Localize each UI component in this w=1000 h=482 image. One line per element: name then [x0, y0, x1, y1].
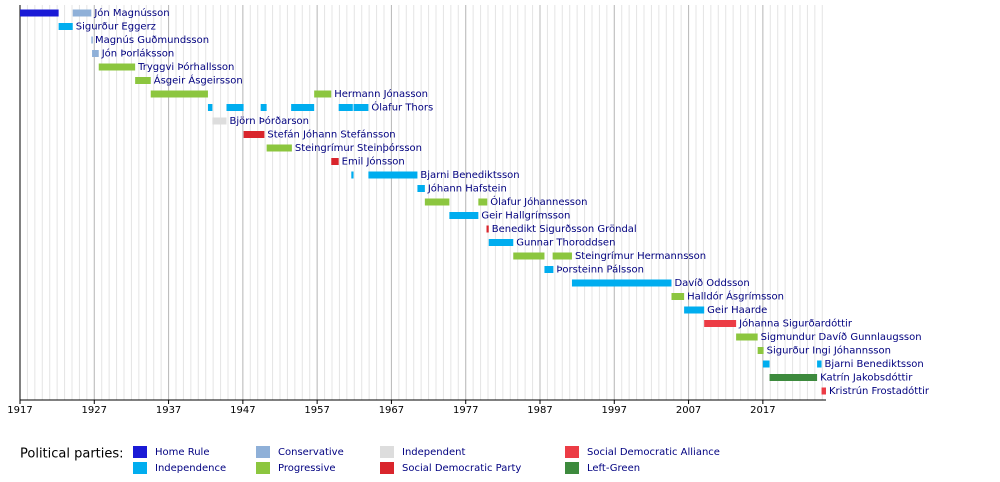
term-bar: [338, 104, 353, 111]
term-bar: [331, 158, 339, 165]
legend-title: Political parties:: [20, 447, 124, 462]
term-bar: [817, 360, 822, 368]
legend-swatch: [256, 462, 270, 474]
term-bar: [417, 185, 425, 192]
pm-name: Bjarni Benediktsson: [420, 170, 519, 181]
pm-name: Björn Þórðarson: [230, 115, 310, 127]
x-tick-label: 1967: [379, 405, 404, 416]
term-bar: [91, 36, 93, 44]
term-bar: [260, 104, 267, 111]
x-tick-label: 2007: [676, 405, 701, 416]
legend-swatch: [133, 446, 147, 458]
x-tick-label: 1927: [82, 405, 107, 416]
term-bar: [226, 104, 244, 111]
x-tick-label: 1917: [7, 405, 32, 416]
pm-name: Davíð Oddsson: [674, 277, 749, 289]
term-bar: [353, 104, 369, 111]
legend-label: Home Rule: [155, 447, 209, 458]
pm-name: Magnús Guðmundsson: [95, 34, 209, 46]
term-bar: [769, 374, 818, 381]
legend-swatch: [256, 446, 270, 458]
term-bar: [478, 198, 488, 206]
pm-name: Steingrímur Steinþórsson: [295, 142, 422, 154]
term-bar: [762, 360, 770, 368]
term-bar: [243, 131, 265, 138]
legend-swatch: [380, 446, 394, 458]
legend-label: Progressive: [278, 463, 336, 474]
legend-swatch: [565, 446, 579, 458]
pm-name: Tryggvi Þórhallsson: [137, 61, 234, 73]
term-bar: [98, 63, 136, 71]
term-bar: [58, 23, 73, 30]
x-tick-label: 1997: [602, 405, 627, 416]
pm-name: Steingrímur Hermannsson: [575, 250, 706, 262]
legend-label: Left-Green: [587, 463, 640, 474]
term-bar: [488, 239, 514, 246]
pm-name: Jón Þorláksson: [101, 48, 174, 60]
pm-name: Þorsteinn Pálsson: [556, 264, 644, 276]
term-bar: [212, 117, 227, 125]
term-bar: [684, 306, 705, 314]
term-bar: [571, 279, 672, 287]
pm-name: Jón Magnússon: [93, 7, 169, 19]
x-tick-label: 1977: [453, 405, 478, 416]
term-bar: [314, 90, 332, 98]
pm-name: Kristrún Frostadóttir: [829, 385, 930, 397]
legend-swatch: [380, 462, 394, 474]
term-bar: [821, 387, 826, 395]
term-bar: [424, 198, 450, 206]
x-tick-label: 1937: [156, 405, 181, 416]
legend-swatch: [565, 462, 579, 474]
pm-name: Geir Haarde: [707, 305, 767, 316]
pm-name: Jóhann Hafstein: [427, 183, 507, 195]
term-bar: [544, 266, 554, 273]
term-bar: [736, 333, 758, 341]
pm-name: Ásgeir Ásgeirsson: [154, 74, 243, 87]
term-bar: [20, 9, 59, 17]
x-tick-label: 1987: [527, 405, 552, 416]
pm-name: Ólafur Jóhannesson: [490, 195, 587, 208]
pm-name: Ólafur Thors: [371, 101, 433, 114]
pm-name: Gunnar Thoroddsen: [516, 238, 615, 249]
pm-name: Katrín Jakobsdóttir: [820, 372, 913, 384]
legend-label: Independent: [402, 447, 465, 458]
pm-name: Sigmundur Davíð Gunnlaugsson: [761, 331, 922, 343]
legend-swatch: [133, 462, 147, 474]
term-bar: [368, 171, 418, 179]
term-bar: [757, 347, 764, 354]
legend-label: Social Democratic Party: [402, 463, 521, 474]
term-bar: [266, 144, 292, 152]
term-bar: [449, 212, 479, 219]
term-bar: [552, 252, 572, 260]
x-tick-label: 1947: [230, 405, 255, 416]
term-bar: [92, 50, 99, 57]
pm-name: Sigurður Ingi Jóhannsson: [767, 345, 891, 357]
term-bar: [351, 171, 354, 179]
term-bar: [72, 9, 92, 17]
pm-name: Sigurður Eggerz: [76, 22, 156, 33]
term-bar: [513, 252, 545, 260]
term-bar: [671, 293, 685, 300]
pm-name: Stefán Jóhann Stefánsson: [267, 129, 395, 141]
x-tick-label: 2017: [750, 405, 775, 416]
term-bar: [704, 320, 737, 327]
term-bar: [486, 225, 489, 233]
pm-name: Benedikt Sigurðsson Gröndal: [492, 224, 637, 235]
legend-label: Conservative: [278, 447, 344, 458]
term-bar: [135, 77, 151, 84]
pm-name: Halldór Ásgrímsson: [687, 290, 784, 303]
pm-name: Jóhanna Sigurðardóttir: [738, 318, 853, 330]
pm-name: Bjarni Benediktsson: [825, 359, 924, 370]
pm-name: Hermann Jónasson: [334, 88, 428, 100]
pm-name: Geir Hallgrímsson: [481, 210, 570, 222]
legend-label: Independence: [155, 463, 226, 474]
term-bar: [150, 90, 208, 98]
legend-label: Social Democratic Alliance: [587, 447, 720, 458]
x-tick-label: 1957: [304, 405, 329, 416]
term-bar: [207, 104, 213, 111]
pm-name: Emil Jónsson: [342, 156, 405, 168]
term-bar: [291, 104, 315, 111]
